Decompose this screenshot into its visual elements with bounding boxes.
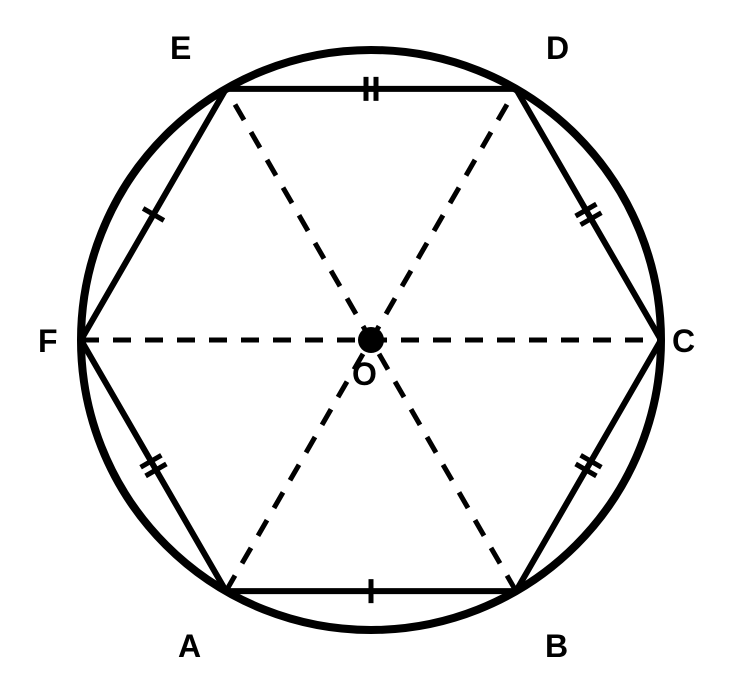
vertex-label-D: D [546, 30, 569, 67]
vertex-label-C: C [672, 323, 695, 360]
center-point [358, 327, 384, 353]
vertex-label-F: F [38, 323, 58, 360]
vertex-label-A: A [178, 628, 201, 665]
vertex-label-E: E [170, 30, 191, 67]
hexagon-diagram [0, 0, 743, 682]
center-label-O: O [352, 356, 377, 393]
vertex-label-B: B [545, 628, 568, 665]
